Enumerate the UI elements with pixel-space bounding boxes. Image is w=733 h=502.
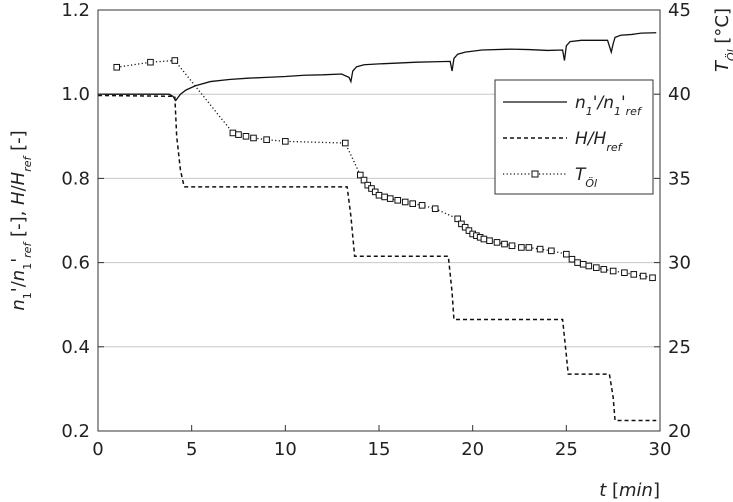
legend-label: H/Href bbox=[575, 129, 624, 154]
y-left-tick-label: 1.2 bbox=[61, 0, 90, 21]
legend-box bbox=[494, 79, 654, 195]
y-right-axis-label: TÖl [°C] bbox=[712, 8, 733, 72]
x-tick-label: 20 bbox=[461, 439, 484, 460]
data-point bbox=[341, 139, 349, 147]
y-right-tick-label: 45 bbox=[668, 0, 691, 21]
x-tick-label: 15 bbox=[368, 439, 391, 460]
y-right-label-text: TÖl [°C] bbox=[712, 8, 733, 72]
legend-marker bbox=[531, 170, 539, 178]
series-line bbox=[98, 32, 657, 102]
legend-label: TÖl bbox=[575, 165, 597, 190]
data-point bbox=[525, 244, 533, 251]
data-point bbox=[171, 57, 179, 64]
data-point bbox=[465, 227, 473, 234]
data-point bbox=[242, 133, 250, 140]
data-point bbox=[621, 269, 628, 277]
data-point bbox=[386, 195, 394, 202]
y-right-tick-label: 25 bbox=[668, 337, 691, 358]
x-tick-label: 10 bbox=[274, 439, 297, 460]
data-point bbox=[461, 223, 469, 231]
y-left-tick-label: 0.8 bbox=[61, 168, 90, 189]
data-point bbox=[518, 244, 525, 251]
data-point bbox=[368, 185, 375, 192]
data-point bbox=[263, 136, 270, 143]
data-point bbox=[458, 220, 465, 228]
data-point bbox=[536, 245, 544, 253]
plot-frame bbox=[97, 9, 661, 432]
data-point bbox=[639, 272, 647, 280]
data-point bbox=[568, 255, 576, 263]
data-point bbox=[649, 274, 656, 282]
y-left-tick-label: 0.6 bbox=[61, 253, 90, 274]
data-point bbox=[486, 237, 493, 245]
data-point bbox=[381, 193, 388, 201]
series-line bbox=[97, 94, 657, 422]
data-point bbox=[579, 260, 587, 268]
data-point bbox=[418, 202, 426, 209]
y-left-tick-label: 0.2 bbox=[61, 421, 90, 442]
x-tick-label: 0 bbox=[92, 439, 103, 460]
data-point bbox=[360, 176, 368, 184]
x-tick-label: 25 bbox=[555, 439, 578, 460]
data-point bbox=[356, 171, 364, 179]
plot-series bbox=[97, 32, 657, 422]
data-point bbox=[563, 250, 570, 258]
data-point bbox=[113, 63, 121, 71]
x-tick-label: 30 bbox=[649, 439, 672, 460]
data-point bbox=[630, 271, 638, 278]
y-right-tick-label: 20 bbox=[668, 421, 691, 442]
data-point bbox=[364, 181, 372, 189]
data-point bbox=[609, 267, 617, 275]
data-point bbox=[574, 259, 581, 266]
data-point bbox=[501, 240, 508, 248]
data-point bbox=[282, 138, 289, 145]
data-point bbox=[401, 198, 409, 206]
x-tick-label: 5 bbox=[186, 439, 197, 460]
y-left-axis-label: n1'/n1'ref [-], H/Href [-] bbox=[8, 130, 34, 310]
data-point bbox=[235, 131, 242, 138]
data-point bbox=[454, 215, 461, 223]
data-point bbox=[371, 188, 379, 196]
data-point bbox=[229, 129, 237, 137]
data-point bbox=[593, 264, 600, 271]
legend: n1'/n1'ref H/Href TÖl bbox=[494, 79, 654, 195]
data-point bbox=[250, 134, 257, 142]
data-point bbox=[493, 239, 501, 246]
y-left-label-text: n1'/n1'ref [-], H/Href [-] bbox=[8, 130, 34, 310]
y-left-tick-label: 1.0 bbox=[61, 84, 90, 105]
data-point bbox=[409, 200, 417, 207]
data-point bbox=[600, 266, 608, 273]
y-right-tick-label: 35 bbox=[668, 168, 691, 189]
data-point bbox=[480, 235, 488, 243]
x-label-text: t [min] bbox=[599, 480, 660, 501]
y-left-tick-label: 0.4 bbox=[61, 337, 90, 358]
legend-label: n1'/n1'ref bbox=[575, 93, 643, 118]
y-right-tick-label: 30 bbox=[668, 253, 691, 274]
data-point bbox=[394, 196, 402, 204]
data-point bbox=[585, 262, 593, 270]
data-point bbox=[548, 247, 555, 255]
y-right-tick-label: 40 bbox=[668, 84, 691, 105]
data-point bbox=[375, 191, 383, 199]
axes: 0 5 10 15 20 25 30 0.2 0.4 0.6 0.8 1.0 1.2 20 25 30 35 40… bbox=[61, 0, 691, 460]
x-axis-label: t [min] bbox=[599, 480, 660, 501]
data-point bbox=[431, 205, 439, 213]
data-point bbox=[147, 58, 154, 66]
data-point bbox=[508, 242, 516, 250]
